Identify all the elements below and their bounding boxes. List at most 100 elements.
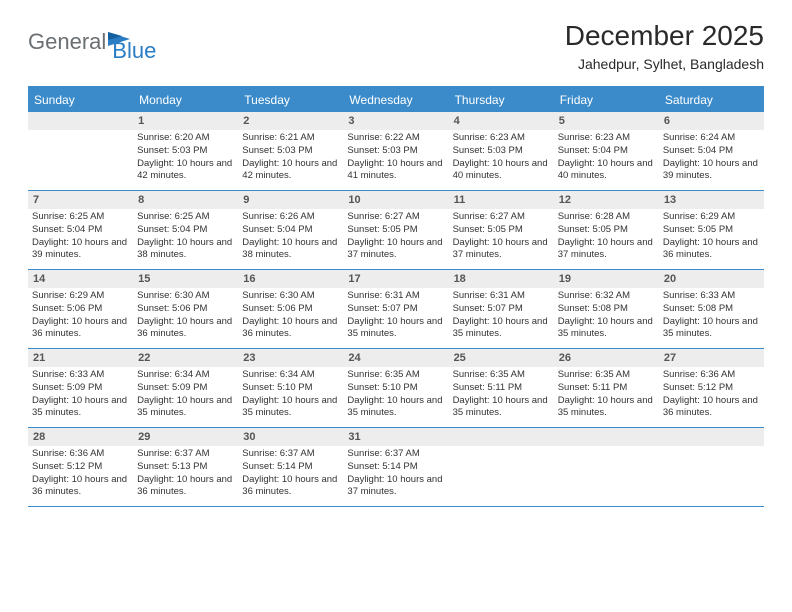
day-info-line: Sunrise: 6:25 AM xyxy=(32,211,129,224)
day-info-line: Sunrise: 6:36 AM xyxy=(663,369,760,382)
day-cell: 20Sunrise: 6:33 AMSunset: 5:08 PMDayligh… xyxy=(659,270,764,348)
day-body: Sunrise: 6:27 AMSunset: 5:05 PMDaylight:… xyxy=(343,209,448,268)
day-cell: 16Sunrise: 6:30 AMSunset: 5:06 PMDayligh… xyxy=(238,270,343,348)
day-info-line: Sunrise: 6:35 AM xyxy=(347,369,444,382)
day-info-line: Daylight: 10 hours and 40 minutes. xyxy=(453,158,550,184)
day-cell: 30Sunrise: 6:37 AMSunset: 5:14 PMDayligh… xyxy=(238,428,343,506)
day-body: Sunrise: 6:25 AMSunset: 5:04 PMDaylight:… xyxy=(28,209,133,268)
day-info-line: Sunset: 5:03 PM xyxy=(137,145,234,158)
day-cell: 24Sunrise: 6:35 AMSunset: 5:10 PMDayligh… xyxy=(343,349,448,427)
day-number-empty xyxy=(659,428,764,446)
day-info-line: Sunset: 5:06 PM xyxy=(32,303,129,316)
day-info-line: Daylight: 10 hours and 36 minutes. xyxy=(137,316,234,342)
day-number: 19 xyxy=(554,270,659,288)
day-cell: 11Sunrise: 6:27 AMSunset: 5:05 PMDayligh… xyxy=(449,191,554,269)
day-body: Sunrise: 6:21 AMSunset: 5:03 PMDaylight:… xyxy=(238,130,343,189)
day-body: Sunrise: 6:35 AMSunset: 5:10 PMDaylight:… xyxy=(343,367,448,426)
day-body: Sunrise: 6:31 AMSunset: 5:07 PMDaylight:… xyxy=(343,288,448,347)
day-info-line: Sunset: 5:10 PM xyxy=(347,382,444,395)
day-info-line: Sunset: 5:03 PM xyxy=(347,145,444,158)
day-info-line: Sunrise: 6:23 AM xyxy=(453,132,550,145)
day-number: 21 xyxy=(28,349,133,367)
day-cell: 25Sunrise: 6:35 AMSunset: 5:11 PMDayligh… xyxy=(449,349,554,427)
day-body: Sunrise: 6:28 AMSunset: 5:05 PMDaylight:… xyxy=(554,209,659,268)
day-info-line: Daylight: 10 hours and 35 minutes. xyxy=(453,316,550,342)
day-header-sunday: Sunday xyxy=(28,88,133,112)
day-info-line: Sunrise: 6:37 AM xyxy=(242,448,339,461)
day-body: Sunrise: 6:29 AMSunset: 5:05 PMDaylight:… xyxy=(659,209,764,268)
day-info-line: Sunrise: 6:25 AM xyxy=(137,211,234,224)
day-header-monday: Monday xyxy=(133,88,238,112)
day-body: Sunrise: 6:32 AMSunset: 5:08 PMDaylight:… xyxy=(554,288,659,347)
day-info-line: Sunset: 5:06 PM xyxy=(242,303,339,316)
day-number-empty xyxy=(449,428,554,446)
day-info-line: Sunrise: 6:29 AM xyxy=(32,290,129,303)
day-cell: 3Sunrise: 6:22 AMSunset: 5:03 PMDaylight… xyxy=(343,112,448,190)
page-title: December 2025 xyxy=(565,20,764,52)
day-info-line: Sunset: 5:05 PM xyxy=(453,224,550,237)
day-header-saturday: Saturday xyxy=(659,88,764,112)
day-body: Sunrise: 6:36 AMSunset: 5:12 PMDaylight:… xyxy=(659,367,764,426)
day-info-line: Sunrise: 6:22 AM xyxy=(347,132,444,145)
day-number: 28 xyxy=(28,428,133,446)
day-number: 24 xyxy=(343,349,448,367)
calendar: Sunday Monday Tuesday Wednesday Thursday… xyxy=(28,86,764,507)
logo-text-general: General xyxy=(28,29,106,55)
week-row: 21Sunrise: 6:33 AMSunset: 5:09 PMDayligh… xyxy=(28,349,764,428)
day-info-line: Daylight: 10 hours and 35 minutes. xyxy=(347,395,444,421)
day-info-line: Sunrise: 6:33 AM xyxy=(32,369,129,382)
day-cell: 1Sunrise: 6:20 AMSunset: 5:03 PMDaylight… xyxy=(133,112,238,190)
day-info-line: Daylight: 10 hours and 37 minutes. xyxy=(453,237,550,263)
day-info-line: Sunrise: 6:30 AM xyxy=(242,290,339,303)
day-header-row: Sunday Monday Tuesday Wednesday Thursday… xyxy=(28,88,764,112)
day-cell: 15Sunrise: 6:30 AMSunset: 5:06 PMDayligh… xyxy=(133,270,238,348)
title-block: December 2025 Jahedpur, Sylhet, Banglade… xyxy=(565,20,764,72)
day-info-line: Daylight: 10 hours and 35 minutes. xyxy=(558,316,655,342)
day-info-line: Daylight: 10 hours and 39 minutes. xyxy=(32,237,129,263)
day-info-line: Daylight: 10 hours and 36 minutes. xyxy=(242,316,339,342)
day-body: Sunrise: 6:24 AMSunset: 5:04 PMDaylight:… xyxy=(659,130,764,189)
day-info-line: Daylight: 10 hours and 39 minutes. xyxy=(663,158,760,184)
day-info-line: Daylight: 10 hours and 35 minutes. xyxy=(242,395,339,421)
page-subtitle: Jahedpur, Sylhet, Bangladesh xyxy=(565,56,764,72)
day-body: Sunrise: 6:29 AMSunset: 5:06 PMDaylight:… xyxy=(28,288,133,347)
day-number: 22 xyxy=(133,349,238,367)
day-body: Sunrise: 6:30 AMSunset: 5:06 PMDaylight:… xyxy=(133,288,238,347)
day-info-line: Sunrise: 6:31 AM xyxy=(347,290,444,303)
day-info-line: Sunset: 5:04 PM xyxy=(137,224,234,237)
day-body: Sunrise: 6:34 AMSunset: 5:09 PMDaylight:… xyxy=(133,367,238,426)
day-info-line: Sunrise: 6:35 AM xyxy=(558,369,655,382)
day-number: 10 xyxy=(343,191,448,209)
day-body: Sunrise: 6:33 AMSunset: 5:09 PMDaylight:… xyxy=(28,367,133,426)
day-info-line: Sunset: 5:04 PM xyxy=(32,224,129,237)
day-info-line: Sunset: 5:13 PM xyxy=(137,461,234,474)
day-info-line: Daylight: 10 hours and 37 minutes. xyxy=(347,474,444,500)
day-number: 20 xyxy=(659,270,764,288)
day-cell xyxy=(449,428,554,506)
day-info-line: Sunset: 5:14 PM xyxy=(242,461,339,474)
day-info-line: Daylight: 10 hours and 37 minutes. xyxy=(347,237,444,263)
day-info-line: Sunrise: 6:23 AM xyxy=(558,132,655,145)
day-info-line: Sunset: 5:04 PM xyxy=(242,224,339,237)
day-info-line: Sunrise: 6:21 AM xyxy=(242,132,339,145)
day-info-line: Sunrise: 6:31 AM xyxy=(453,290,550,303)
day-body: Sunrise: 6:36 AMSunset: 5:12 PMDaylight:… xyxy=(28,446,133,505)
week-row: 7Sunrise: 6:25 AMSunset: 5:04 PMDaylight… xyxy=(28,191,764,270)
day-body: Sunrise: 6:34 AMSunset: 5:10 PMDaylight:… xyxy=(238,367,343,426)
day-cell: 22Sunrise: 6:34 AMSunset: 5:09 PMDayligh… xyxy=(133,349,238,427)
day-info-line: Sunrise: 6:20 AM xyxy=(137,132,234,145)
day-info-line: Sunset: 5:05 PM xyxy=(663,224,760,237)
day-info-line: Sunrise: 6:24 AM xyxy=(663,132,760,145)
day-cell: 26Sunrise: 6:35 AMSunset: 5:11 PMDayligh… xyxy=(554,349,659,427)
day-number: 30 xyxy=(238,428,343,446)
day-info-line: Sunset: 5:12 PM xyxy=(663,382,760,395)
day-cell: 18Sunrise: 6:31 AMSunset: 5:07 PMDayligh… xyxy=(449,270,554,348)
day-info-line: Sunrise: 6:26 AM xyxy=(242,211,339,224)
day-info-line: Daylight: 10 hours and 36 minutes. xyxy=(137,474,234,500)
day-info-line: Sunset: 5:07 PM xyxy=(347,303,444,316)
day-number: 11 xyxy=(449,191,554,209)
day-number: 5 xyxy=(554,112,659,130)
day-number: 18 xyxy=(449,270,554,288)
day-number: 25 xyxy=(449,349,554,367)
day-info-line: Sunset: 5:14 PM xyxy=(347,461,444,474)
